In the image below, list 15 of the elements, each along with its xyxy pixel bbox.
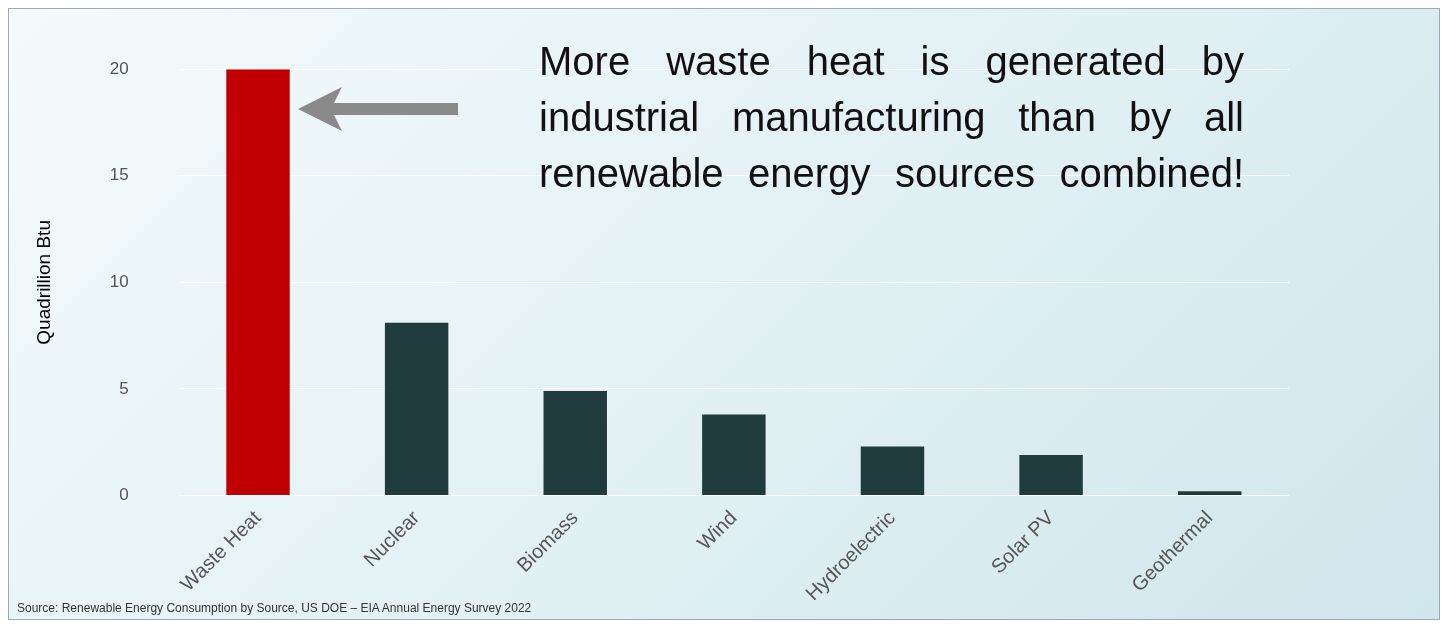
bar	[1019, 455, 1083, 496]
y-tick-label: 20	[109, 58, 129, 78]
y-tick-label: 5	[119, 378, 129, 398]
bar	[384, 322, 449, 496]
y-tick-label: 15	[109, 165, 129, 185]
bar	[860, 446, 925, 496]
bar	[226, 69, 290, 496]
source-note: Source: Renewable Energy Consumption by Source, US DOE – EIA Annual Energy Survey 2022	[17, 601, 532, 615]
y-axis-title: Quadrillion Btu	[32, 220, 54, 345]
annotation: More waste heat is generated by industrial manufacturing than by all renewable energy sources combined!	[539, 38, 1244, 197]
y-tick-label: 10	[109, 272, 129, 292]
bar	[702, 414, 766, 496]
bar	[1177, 491, 1242, 496]
bar	[543, 391, 607, 496]
y-tick-label: 0	[119, 485, 129, 505]
